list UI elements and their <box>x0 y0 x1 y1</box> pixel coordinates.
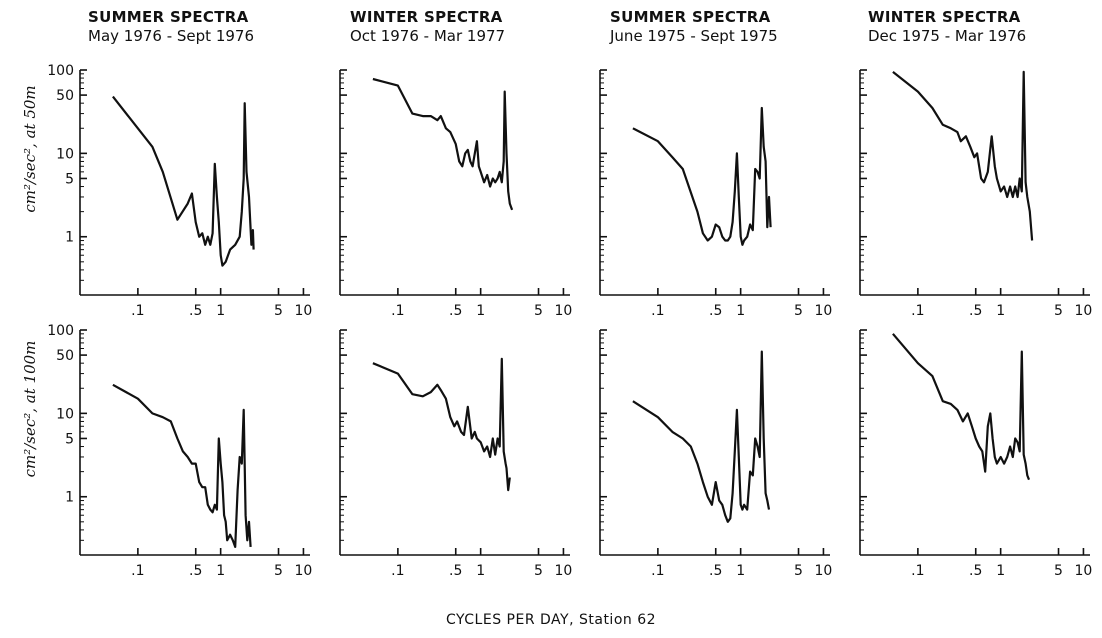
x-tick-label: 5 <box>1054 563 1063 579</box>
x-tick-label: .5 <box>969 563 982 579</box>
y-tick-label: 10 <box>56 146 74 162</box>
x-tick-label: .5 <box>449 303 462 319</box>
x-tick-label: 1 <box>216 563 225 579</box>
y-axis-label-row-2: cm²/sec², at 100m <box>21 340 39 478</box>
x-tick-label: .1 <box>911 563 924 579</box>
panel-title-dates: Dec 1975 - Mar 1976 <box>868 27 1027 45</box>
panel-title-main: WINTER SPECTRA <box>350 8 503 26</box>
y-tick-label: 50 <box>56 348 74 364</box>
x-tick-label: .5 <box>709 303 722 319</box>
x-tick-label: 10 <box>815 563 833 579</box>
x-tick-label: .1 <box>391 563 404 579</box>
x-tick-label: 5 <box>794 303 803 319</box>
y-tick-label: 5 <box>65 431 74 447</box>
x-tick-label: .1 <box>131 563 144 579</box>
panel-title-col-3: SUMMER SPECTRA June 1975 - Sept 1975 <box>610 8 778 46</box>
spectrum-line-r1c4 <box>892 70 1034 241</box>
spectrum-line-r1c1 <box>112 95 255 267</box>
panel-title-dates: May 1976 - Sept 1976 <box>88 27 254 45</box>
x-tick-label: 1 <box>476 563 485 579</box>
y-tick-label: 1 <box>65 230 74 246</box>
panel-title-dates: June 1975 - Sept 1975 <box>610 27 778 45</box>
panel-title-col-2: WINTER SPECTRA Oct 1976 - Mar 1977 <box>350 8 505 46</box>
y-tick-label: 5 <box>65 171 74 187</box>
y-tick-label: 50 <box>56 88 74 104</box>
y-tick-label: 100 <box>47 63 74 79</box>
x-tick-label: .1 <box>391 303 404 319</box>
x-tick-label: .1 <box>131 303 144 319</box>
x-tick-label: 5 <box>794 563 803 579</box>
spectrum-line-r2c4 <box>892 333 1031 481</box>
x-tick-label: 5 <box>534 303 543 319</box>
x-tick-label: 10 <box>555 303 573 319</box>
x-tick-label: 5 <box>1054 303 1063 319</box>
x-tick-label: 1 <box>736 303 745 319</box>
x-tick-label: .5 <box>449 563 462 579</box>
x-tick-label: 5 <box>534 563 543 579</box>
spectrum-line-r2c1 <box>112 383 252 548</box>
x-tick-label: 1 <box>476 303 485 319</box>
x-tick-label: 1 <box>736 563 745 579</box>
y-tick-label: 1 <box>65 490 74 506</box>
spectrum-line-r1c3 <box>632 106 772 246</box>
x-tick-label: 1 <box>996 563 1005 579</box>
x-tick-label: 5 <box>274 303 283 319</box>
x-tick-label: .1 <box>651 303 664 319</box>
spectrum-line-r2c3 <box>632 350 771 523</box>
x-tick-label: 10 <box>815 303 833 319</box>
x-tick-label: .5 <box>709 563 722 579</box>
panel-title-col-1: SUMMER SPECTRA May 1976 - Sept 1976 <box>88 8 254 46</box>
y-axis-label-row-1: cm²/sec², at 50m <box>21 85 39 213</box>
y-tick-label: 10 <box>56 406 74 422</box>
x-tick-label: 10 <box>1075 303 1093 319</box>
panel-title-col-4: WINTER SPECTRA Dec 1975 - Mar 1976 <box>868 8 1026 46</box>
x-tick-label: .1 <box>651 563 664 579</box>
x-tick-label: .5 <box>189 563 202 579</box>
x-tick-label: .5 <box>189 303 202 319</box>
x-tick-label: .1 <box>911 303 924 319</box>
x-tick-label: 10 <box>1075 563 1093 579</box>
x-tick-label: .5 <box>969 303 982 319</box>
x-tick-label: 10 <box>555 563 573 579</box>
panel-title-main: SUMMER SPECTRA <box>610 8 771 26</box>
x-axis-label: CYCLES PER DAY, Station 62 <box>445 612 657 628</box>
panel-title-main: WINTER SPECTRA <box>868 8 1021 26</box>
spectrum-line-r2c2 <box>372 357 511 492</box>
panel-title-dates: Oct 1976 - Mar 1977 <box>350 27 506 45</box>
x-tick-label: 10 <box>295 303 313 319</box>
x-tick-label: 5 <box>274 563 283 579</box>
x-tick-label: 10 <box>295 563 313 579</box>
x-tick-label: 1 <box>996 303 1005 319</box>
y-tick-label: 100 <box>47 323 74 339</box>
spectrum-line-r1c2 <box>372 77 514 211</box>
panel-title-main: SUMMER SPECTRA <box>88 8 249 26</box>
x-tick-label: 1 <box>216 303 225 319</box>
